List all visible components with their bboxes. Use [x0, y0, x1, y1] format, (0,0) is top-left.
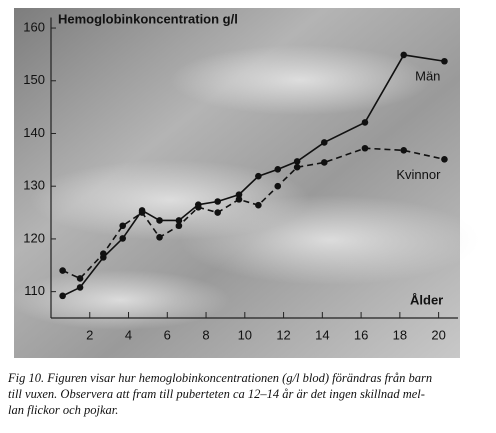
data-point [361, 119, 369, 126]
data-point [274, 182, 282, 190]
caption-line: lan flickor och pojkar. [8, 403, 119, 417]
x-axis-label: Ålder [410, 292, 443, 307]
y-tick-label: 140 [23, 125, 45, 140]
data-point [76, 284, 84, 291]
data-point [214, 198, 221, 205]
data-point [59, 292, 66, 300]
y-tick-label: 130 [23, 178, 45, 193]
data-point [175, 222, 183, 230]
y-tick-label: 150 [23, 72, 45, 87]
x-tick-label: 16 [354, 327, 368, 342]
data-point [214, 209, 221, 216]
data-point [441, 57, 448, 65]
data-point [156, 234, 163, 241]
legend-label: Män [415, 69, 440, 84]
data-point [255, 201, 262, 209]
data-point [59, 267, 66, 274]
data-point [119, 235, 127, 242]
data-point [138, 209, 146, 216]
data-point [100, 250, 107, 257]
cloud [180, 195, 480, 285]
cloud [10, 270, 230, 330]
caption-line: till vuxen. Observera att fram till pube… [8, 387, 425, 401]
data-point [156, 217, 163, 224]
y-tick-label: 120 [23, 230, 45, 245]
data-point [293, 158, 301, 165]
data-point [293, 163, 301, 171]
data-point [320, 159, 328, 166]
data-point [400, 147, 408, 154]
data-point [175, 217, 183, 224]
cloud [170, 45, 430, 115]
data-point [119, 222, 127, 230]
x-tick-label: 14 [315, 327, 329, 342]
data-point [235, 191, 243, 198]
data-point [320, 139, 328, 146]
x-tick-label: 6 [164, 327, 171, 342]
chart: Hemoglobinkoncentration g/l Ålder 110 120… [10, 8, 480, 358]
x-tick-label: 20 [431, 327, 445, 342]
data-point [441, 156, 448, 163]
x-tick-label: 10 [238, 327, 252, 342]
data-point [194, 203, 202, 211]
data-point [235, 196, 243, 203]
chart-title: Hemoglobinkoncentration g/l [58, 11, 238, 26]
data-point [361, 144, 369, 152]
data-point [400, 51, 408, 59]
x-tick-label: 4 [125, 327, 132, 342]
x-tick-label: 18 [393, 327, 407, 342]
x-tick-label: 2 [86, 327, 93, 342]
data-point [274, 166, 282, 173]
legend-label: Kvinnor [396, 167, 441, 182]
x-tick-label: 8 [202, 327, 209, 342]
y-tick-label: 160 [23, 19, 45, 34]
data-point [255, 172, 262, 180]
caption: Fig 10. Figuren visar hur hemoglobinkonc… [8, 370, 493, 418]
x-tick-label: 12 [276, 327, 290, 342]
caption-line: Fig 10. Figuren visar hur hemoglobinkonc… [8, 371, 433, 385]
data-point [76, 275, 84, 282]
y-tick-label: 110 [24, 283, 45, 298]
